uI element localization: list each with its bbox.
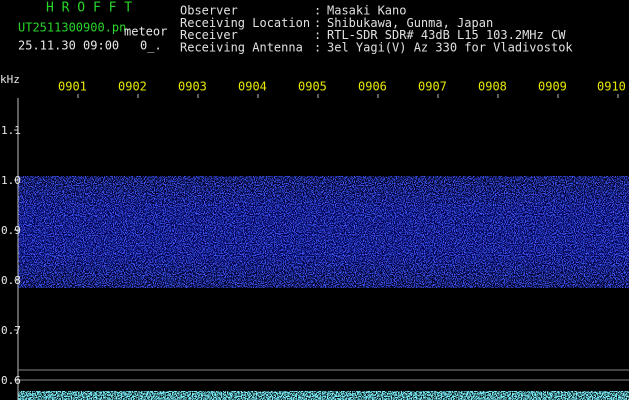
y-tick-label: 0.6 (1, 374, 21, 387)
y-tick-label: 0.7 (1, 324, 21, 337)
x-tick-label: 0906 (358, 80, 387, 94)
x-tick-label: 0902 (118, 80, 147, 94)
signal-noise (18, 176, 629, 288)
info-value: Shibukawa, Gunma, Japan (327, 16, 493, 30)
info-separator: : (314, 16, 321, 30)
index: 0_. (140, 39, 162, 53)
info-separator: : (314, 40, 321, 54)
x-tick-label: 0907 (418, 80, 447, 94)
x-tick-label: 0909 (538, 80, 567, 94)
x-tick-label: 0901 (58, 80, 87, 94)
y-unit: kHz (0, 73, 20, 86)
x-tick-label: 0903 (178, 80, 207, 94)
bottom-noise (18, 391, 629, 400)
info-separator: : (314, 28, 321, 42)
y-tick-label: 0.8 (1, 274, 21, 287)
y-tick-label: 1.1 (1, 124, 21, 137)
file-name: UT2511300900.pn (18, 21, 126, 35)
info-label: Receiving Location (180, 16, 310, 30)
info-label: Receiving Antenna (180, 40, 303, 54)
x-tick-label: 0905 (298, 80, 327, 94)
x-tick-label: 0908 (478, 80, 507, 94)
info-label: Observer (180, 4, 238, 18)
info-value: Masaki Kano (327, 4, 406, 18)
info-value: RTL-SDR SDR# 43dB L15 103.2MHz CW (327, 28, 566, 42)
x-tick-label: 0910 (597, 80, 626, 94)
info-label: Receiver (180, 28, 238, 42)
info-value: 3el Yagi(V) Az 330 for Vladivostok (327, 40, 573, 54)
x-tick-label: 0904 (238, 80, 267, 94)
info-separator: : (314, 4, 321, 18)
y-tick-label: 1.0 (1, 174, 21, 187)
y-tick-label: 0.9 (1, 224, 21, 237)
datetime: 25.11.30 09:00 (18, 39, 119, 53)
app-title: H R O F F T (46, 1, 132, 16)
tag: meteor (124, 25, 167, 39)
